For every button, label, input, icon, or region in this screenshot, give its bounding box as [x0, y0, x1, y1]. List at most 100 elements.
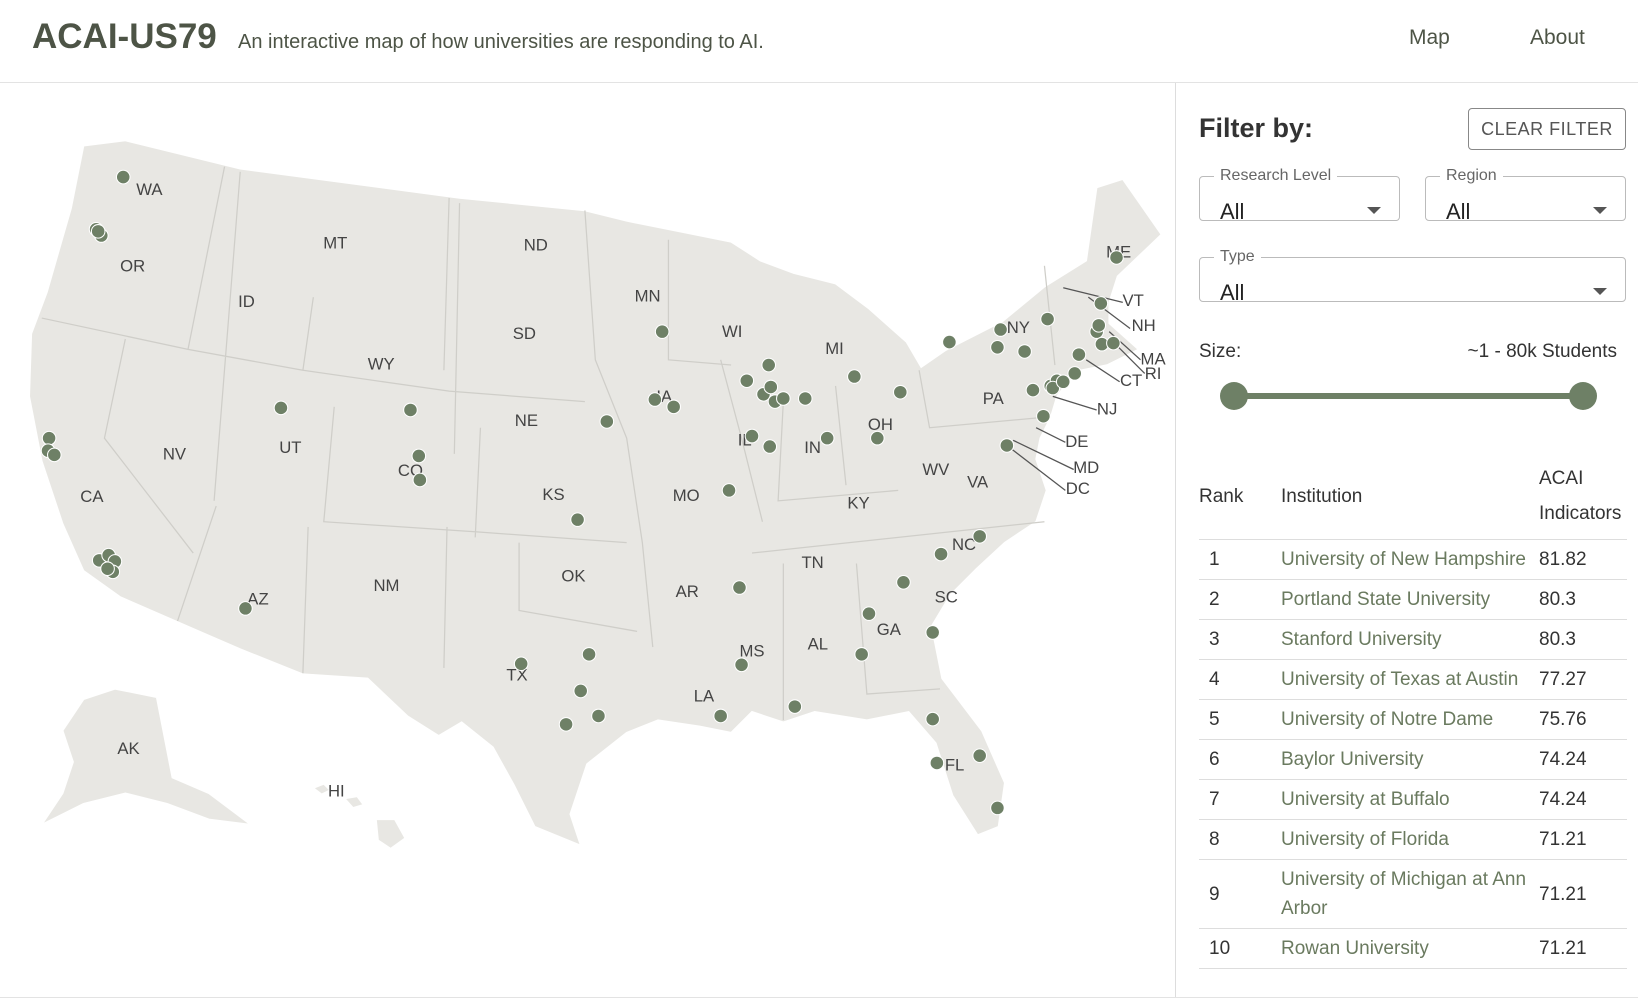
university-marker[interactable]	[1071, 347, 1087, 362]
university-marker[interactable]	[776, 391, 791, 406]
state-label: NH	[1132, 316, 1156, 335]
university-marker[interactable]	[599, 414, 615, 429]
slider-handle[interactable]	[1569, 382, 1597, 410]
clear-filter-button[interactable]: CLEAR FILTER	[1468, 108, 1626, 150]
university-marker[interactable]	[90, 224, 106, 239]
university-marker[interactable]	[739, 373, 755, 389]
state-label: IN	[804, 438, 821, 457]
university-marker[interactable]	[581, 647, 597, 662]
university-marker[interactable]	[1106, 335, 1121, 351]
contiguous-us	[28, 139, 1163, 847]
university-marker[interactable]	[411, 448, 427, 464]
slider-handle[interactable]	[1220, 382, 1248, 410]
university-marker[interactable]	[1093, 296, 1109, 311]
dropdown-arrow	[1367, 207, 1381, 214]
university-marker[interactable]	[929, 755, 945, 771]
institution-link[interactable]: University at Buffalo	[1281, 789, 1450, 810]
institution-cell: University of Texas at Austin	[1281, 659, 1539, 700]
university-marker[interactable]	[787, 699, 803, 714]
rank-cell: 10	[1199, 928, 1281, 969]
university-marker[interactable]	[41, 430, 57, 446]
university-marker[interactable]	[925, 711, 941, 727]
select-field[interactable]: Type All	[1199, 248, 1626, 305]
institution-link[interactable]: Baylor University	[1281, 749, 1424, 770]
state-label: VT	[1123, 291, 1144, 310]
institution-cell: Baylor University	[1281, 739, 1539, 780]
size-range: ~1 - 80k Students	[1467, 341, 1617, 362]
nav-link[interactable]: About	[1530, 26, 1585, 49]
column-header: Rank	[1199, 453, 1281, 540]
leader-line	[1010, 448, 1066, 491]
university-marker[interactable]	[273, 400, 289, 416]
university-marker[interactable]	[238, 601, 253, 616]
university-marker[interactable]	[573, 683, 589, 699]
university-marker[interactable]	[115, 169, 131, 185]
select-field[interactable]: Research Level All	[1199, 167, 1400, 224]
institution-link[interactable]: University of Notre Dame	[1281, 709, 1494, 730]
university-marker[interactable]	[990, 800, 1005, 816]
university-marker[interactable]	[819, 430, 835, 446]
university-marker[interactable]	[896, 574, 911, 590]
university-marker[interactable]	[654, 324, 670, 339]
leader-line	[1115, 343, 1146, 374]
nav-link[interactable]: Map	[1409, 26, 1450, 49]
university-marker[interactable]	[990, 339, 1005, 355]
institution-link[interactable]: Stanford University	[1281, 629, 1442, 650]
institution-link[interactable]: University of Texas at Austin	[1281, 669, 1519, 690]
university-marker[interactable]	[591, 708, 606, 724]
university-marker[interactable]	[100, 561, 115, 577]
university-marker[interactable]	[861, 606, 877, 621]
institution-link[interactable]: University of Michigan at Ann Arbor	[1281, 869, 1527, 919]
university-marker[interactable]	[797, 391, 813, 406]
university-marker[interactable]	[762, 439, 778, 454]
university-marker[interactable]	[1036, 408, 1051, 424]
university-marker[interactable]	[1017, 344, 1032, 359]
university-marker[interactable]	[1091, 318, 1107, 333]
university-marker[interactable]	[1067, 366, 1083, 381]
university-marker[interactable]	[933, 546, 949, 562]
state-label: TN	[801, 553, 823, 572]
university-marker[interactable]	[744, 428, 760, 444]
university-marker[interactable]	[1055, 374, 1071, 390]
select-field[interactable]: Region All	[1425, 167, 1626, 224]
university-marker[interactable]	[847, 369, 862, 384]
size-label: Size:	[1199, 341, 1242, 362]
university-marker[interactable]	[713, 708, 728, 724]
university-marker[interactable]	[513, 656, 529, 672]
institution-link[interactable]: Rowan University	[1281, 938, 1429, 959]
university-marker[interactable]	[972, 529, 988, 544]
table-row: 4 University of Texas at Austin 77.27	[1199, 659, 1627, 700]
university-marker[interactable]	[734, 657, 749, 673]
institution-link[interactable]: University of New Hampshire	[1281, 549, 1526, 570]
institution-link[interactable]: University of Florida	[1281, 829, 1449, 850]
institution-cell: Portland State University	[1281, 579, 1539, 620]
table-row: 5 University of Notre Dame 75.76	[1199, 699, 1627, 740]
university-marker[interactable]	[47, 447, 62, 463]
table-row: 10 Rowan University 71.21	[1199, 928, 1627, 969]
university-marker[interactable]	[558, 717, 574, 732]
university-marker[interactable]	[942, 334, 957, 350]
university-marker[interactable]	[893, 384, 908, 400]
university-marker[interactable]	[1109, 250, 1124, 265]
university-marker[interactable]	[763, 379, 779, 395]
site-title: ACAI-US79	[32, 17, 217, 56]
university-marker[interactable]	[403, 402, 418, 418]
university-marker[interactable]	[570, 512, 585, 527]
university-marker[interactable]	[870, 430, 885, 446]
institution-link[interactable]: Portland State University	[1281, 589, 1491, 610]
university-marker[interactable]	[972, 748, 988, 763]
university-marker[interactable]	[666, 399, 681, 415]
university-marker[interactable]	[993, 322, 1008, 337]
institution-cell: University of Florida	[1281, 819, 1539, 860]
university-marker[interactable]	[412, 472, 428, 488]
university-marker[interactable]	[1040, 311, 1055, 327]
university-marker[interactable]	[925, 625, 941, 640]
university-marker[interactable]	[761, 357, 777, 373]
university-marker[interactable]	[999, 438, 1015, 453]
university-marker[interactable]	[732, 580, 747, 595]
university-marker[interactable]	[721, 483, 737, 498]
university-marker[interactable]	[854, 647, 869, 662]
site-subtitle: An interactive map of how universities a…	[238, 31, 764, 53]
university-marker[interactable]	[1025, 382, 1041, 398]
university-marker[interactable]	[647, 392, 663, 407]
